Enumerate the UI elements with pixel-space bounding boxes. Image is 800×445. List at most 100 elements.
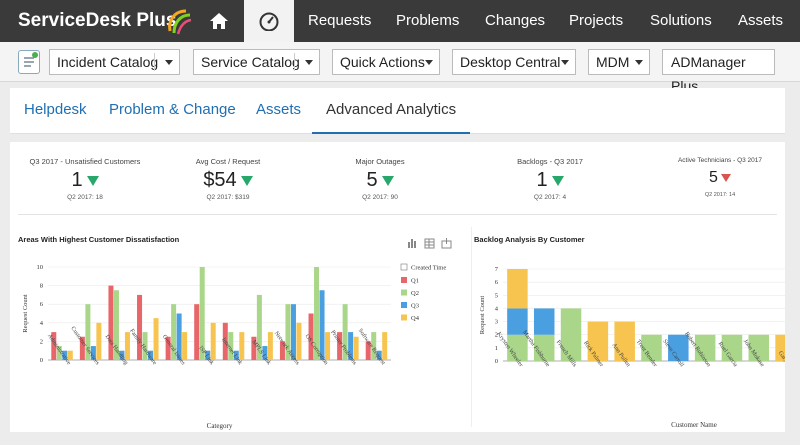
new-request-icon[interactable] xyxy=(18,50,40,74)
bar xyxy=(171,304,177,360)
stacked-bar-segment xyxy=(507,269,528,309)
kpi-previous: Q2 2017: 14 xyxy=(704,192,736,198)
nav-changes[interactable]: Changes xyxy=(485,12,546,29)
bar xyxy=(376,350,382,360)
bar xyxy=(262,346,268,360)
tab-assets[interactable]: Assets xyxy=(256,101,302,118)
kpi-value: $54 xyxy=(203,169,237,191)
bar xyxy=(79,336,85,360)
bar xyxy=(233,350,239,360)
y-axis-label: Request Count xyxy=(22,294,29,333)
bar-view-icon[interactable] xyxy=(408,239,416,248)
y-tick-label: 2 xyxy=(495,332,498,339)
service-catalog-label: Service Catalog xyxy=(201,54,300,70)
y-tick-label: 5 xyxy=(495,292,498,299)
tab-advanced-analytics[interactable]: Advanced Analytics xyxy=(312,88,471,134)
x-axis-label: Customer Name xyxy=(671,421,717,429)
bar xyxy=(342,304,348,360)
stacked-bar-segment xyxy=(560,308,582,361)
bar xyxy=(165,336,171,360)
kpi-previous: Q2 2017: 90 xyxy=(362,194,398,201)
quick-actions-dropdown[interactable]: Quick Actions xyxy=(332,49,440,75)
stacked-bar-segment xyxy=(587,321,609,361)
kpi-backlogs[interactable]: Backlogs - Q3 2017 1 Q2 2017: 4 xyxy=(475,142,625,201)
stacked-bar-segment xyxy=(533,308,555,335)
nav-requests[interactable]: Requests xyxy=(308,12,372,29)
kpi-avg-cost[interactable]: Avg Cost / Request $54 Q2 2017: $319 xyxy=(153,142,303,201)
dashboard-tabs: Helpdesk Problem & Change Assets Advance… xyxy=(10,88,785,134)
y-tick-label: 1 xyxy=(495,345,498,352)
y-tick-label: 6 xyxy=(495,279,499,286)
nav-solutions[interactable]: Solutions xyxy=(650,12,712,29)
quick-actions-label: Quick Actions xyxy=(340,54,425,70)
bar xyxy=(85,304,91,360)
bar xyxy=(251,336,257,360)
table-view-icon[interactable] xyxy=(424,238,435,249)
bar xyxy=(290,304,296,360)
y-tick-label: 7 xyxy=(495,266,499,273)
stacked-bar-segment xyxy=(748,334,770,361)
chevron-down-icon xyxy=(561,60,569,65)
bar xyxy=(142,332,148,360)
admanager-plus-button[interactable]: ADManager Plus xyxy=(662,49,775,94)
stacked-bar-segment xyxy=(775,334,785,361)
chart2-title: Backlog Analysis By Customer xyxy=(474,235,585,244)
nav-projects[interactable]: Projects xyxy=(569,12,624,29)
bar xyxy=(137,294,143,360)
bar xyxy=(199,267,205,360)
desktop-central-dropdown[interactable]: Desktop Central xyxy=(452,49,576,75)
kpi-active-technicians[interactable]: Active Technicians - Q3 2017 5 Q2 2017: … xyxy=(655,142,785,198)
y-tick-label: 4 xyxy=(40,320,44,327)
bar xyxy=(119,350,125,360)
tab-helpdesk[interactable]: Helpdesk xyxy=(24,101,87,118)
nav-problems[interactable]: Problems xyxy=(396,12,460,29)
tab-problem-change[interactable]: Problem & Change xyxy=(109,101,236,118)
bar xyxy=(365,341,371,360)
chart-tools xyxy=(406,236,454,249)
y-tick-label: 8 xyxy=(40,283,43,290)
bar xyxy=(90,346,96,360)
app-logo[interactable]: ServiceDesk Plus xyxy=(18,6,193,36)
mdm-dropdown[interactable]: MDM xyxy=(588,49,650,75)
bar xyxy=(67,350,73,360)
y-tick-label: 3 xyxy=(495,319,498,326)
bar xyxy=(124,332,130,360)
bar xyxy=(279,341,285,360)
kpi-unsatisfied-customers[interactable]: Q3 2017 - Unsatisfied Customers 1 Q2 201… xyxy=(10,142,160,201)
chevron-down-icon xyxy=(165,60,173,65)
bar xyxy=(62,350,68,360)
incident-catalog-dropdown[interactable]: Incident Catalog xyxy=(49,49,180,75)
kpi-label: Active Technicians - Q3 2017 xyxy=(677,157,763,164)
export-icon[interactable] xyxy=(441,238,452,249)
kpi-previous: Q2 2017: 18 xyxy=(67,194,103,201)
stacked-bar-segment xyxy=(641,334,662,361)
chevron-down-icon xyxy=(635,60,643,65)
trend-down-icon xyxy=(86,175,99,186)
y-tick-label: 6 xyxy=(40,301,44,308)
dashboard-button[interactable] xyxy=(244,0,294,42)
legend-checkbox xyxy=(400,263,408,271)
bar xyxy=(239,332,245,360)
service-catalog-dropdown[interactable]: Service Catalog xyxy=(193,49,320,75)
legend-label: Q4 xyxy=(411,315,420,322)
y-axis-label: Request Count xyxy=(479,296,486,335)
nav-assets[interactable]: Assets xyxy=(738,12,784,29)
desktop-central-label: Desktop Central xyxy=(460,54,561,70)
bar xyxy=(205,350,211,360)
bar xyxy=(51,332,57,360)
trend-down-red-icon xyxy=(720,173,731,182)
quick-toolbar: Incident Catalog Service Catalog Quick A… xyxy=(0,42,800,94)
y-tick-label: 10 xyxy=(37,264,44,271)
home-button[interactable] xyxy=(196,0,242,42)
stacked-bar-segment xyxy=(721,334,743,361)
kpi-major-outages[interactable]: Major Outages 5 Q2 2017: 90 xyxy=(305,142,455,201)
stacked-bar-segment xyxy=(668,334,689,361)
bar xyxy=(56,346,62,360)
bar xyxy=(182,332,188,360)
x-tick-label: Administrative xyxy=(46,333,72,366)
chart1-title: Areas With Highest Customer Dissatisfact… xyxy=(18,235,180,244)
top-navigation-bar: ServiceDesk Plus Requests Problems Chang… xyxy=(0,0,800,42)
bar xyxy=(371,332,377,360)
stacked-bar-segment xyxy=(533,334,555,361)
